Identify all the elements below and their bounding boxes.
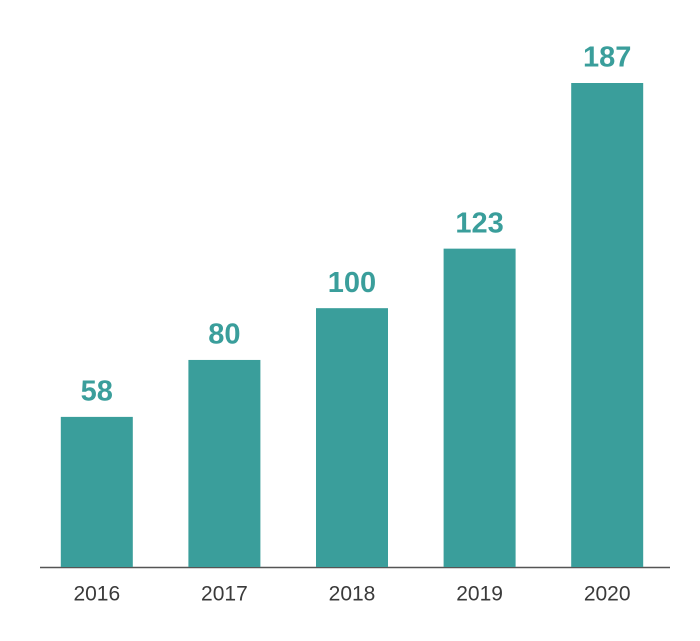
value-label: 80 [208, 319, 240, 351]
x-tick-label: 2016 [73, 583, 120, 606]
x-tick-label: 2017 [201, 583, 248, 606]
bar [60, 416, 133, 567]
bar [316, 308, 388, 567]
x-tick-label: 2020 [584, 583, 631, 606]
x-tick-label: 2018 [329, 583, 376, 606]
value-label: 58 [81, 376, 113, 408]
x-tick-label: 2019 [456, 583, 503, 606]
value-label: 187 [583, 42, 631, 74]
bar [571, 83, 644, 567]
bar [443, 248, 516, 567]
bar [188, 359, 261, 567]
value-label: 123 [455, 207, 503, 239]
value-label: 100 [328, 267, 376, 299]
